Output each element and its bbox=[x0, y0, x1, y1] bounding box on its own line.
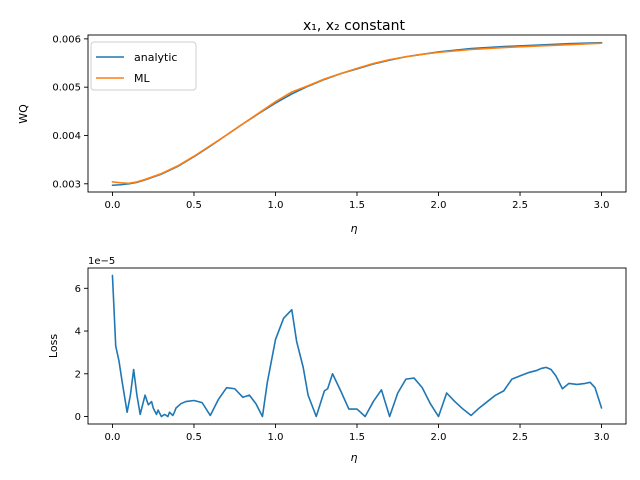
top-chart-x-tick-label: 0.5 bbox=[186, 200, 202, 211]
bottom-chart-x-axis: 0.0 0.5 1.0 1.5 2.0 2.5 3.0 bbox=[105, 424, 610, 443]
bottom-chart-panel: 1e−5 0.0 0.5 1.0 1.5 2.0 2.5 3.0 0 2 4 6 η Loss bbox=[47, 256, 627, 464]
bottom-chart-offset-text: 1e−5 bbox=[88, 256, 115, 267]
top-chart-title: x₁, x₂ constant bbox=[303, 18, 406, 34]
top-chart-x-tick-label: 1.5 bbox=[349, 200, 365, 211]
top-chart-legend: analytic ML bbox=[90, 41, 197, 91]
top-chart-x-tick-label: 1.0 bbox=[268, 200, 284, 211]
top-chart-y-axis: 0.003 0.004 0.005 0.006 bbox=[52, 34, 88, 190]
bottom-chart-y-label: Loss bbox=[47, 334, 60, 358]
bottom-chart-frame bbox=[87, 267, 627, 425]
top-chart-y-label: WQ bbox=[17, 104, 30, 124]
bottom-chart-y-tick-label: 0 bbox=[75, 412, 81, 423]
bottom-chart-x-tick-label: 3.0 bbox=[594, 432, 610, 443]
bottom-chart-marks bbox=[111, 274, 603, 418]
top-chart-y-tick-label: 0.003 bbox=[52, 179, 81, 190]
bottom-chart-y-tick-label: 6 bbox=[75, 284, 81, 295]
legend-label-analytic: analytic bbox=[134, 51, 177, 64]
top-chart-y-tick-label: 0.006 bbox=[52, 34, 81, 45]
top-chart-series-ml-line bbox=[111, 42, 603, 185]
bottom-chart-x-tick-label: 2.0 bbox=[431, 432, 447, 443]
bottom-chart-x-tick-label: 0.5 bbox=[186, 432, 202, 443]
bottom-chart-y-tick-label: 2 bbox=[75, 369, 81, 380]
bottom-chart-y-axis: 0 2 4 6 bbox=[75, 284, 88, 423]
top-chart-x-label: η bbox=[351, 222, 358, 235]
top-chart-x-axis: 0.0 0.5 1.0 1.5 2.0 2.5 3.0 bbox=[105, 192, 610, 211]
bottom-chart-x-label: η bbox=[351, 451, 358, 464]
top-chart-panel: x₁, x₂ constant 0.0 0.5 1.0 1.5 2.0 2.5 3.0 0.… bbox=[17, 18, 627, 235]
bottom-chart-y-tick-label: 4 bbox=[75, 327, 81, 338]
top-chart-x-tick-label: 0.0 bbox=[105, 200, 121, 211]
legend-label-ml: ML bbox=[134, 72, 150, 85]
bottom-chart-series-loss-line bbox=[111, 274, 603, 418]
top-chart-y-tick-label: 0.005 bbox=[52, 83, 81, 94]
top-chart-x-tick-label: 2.5 bbox=[512, 200, 528, 211]
top-chart-x-tick-label: 3.0 bbox=[594, 200, 610, 211]
bottom-chart-x-tick-label: 2.5 bbox=[512, 432, 528, 443]
top-chart-marks bbox=[111, 41, 603, 187]
bottom-chart-x-tick-label: 1.0 bbox=[268, 432, 284, 443]
bottom-chart-x-tick-label: 1.5 bbox=[349, 432, 365, 443]
top-chart-y-tick-label: 0.004 bbox=[52, 131, 81, 142]
top-chart-x-tick-label: 2.0 bbox=[431, 200, 447, 211]
bottom-chart-x-tick-label: 0.0 bbox=[105, 432, 121, 443]
